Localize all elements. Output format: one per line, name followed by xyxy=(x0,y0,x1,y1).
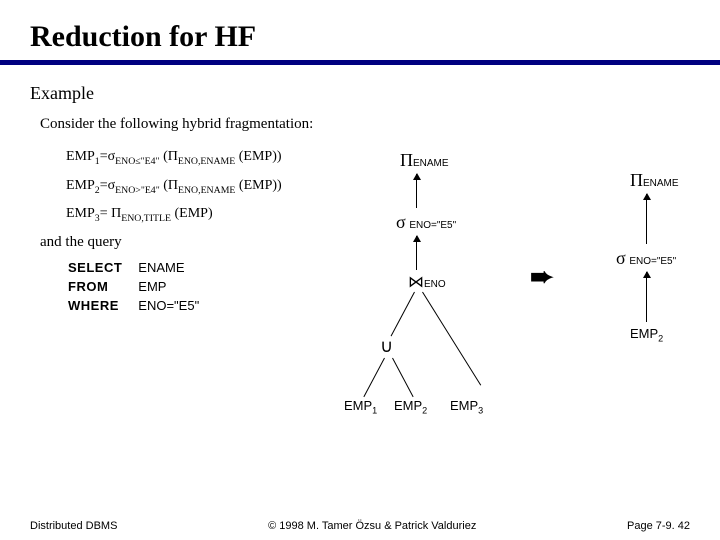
query-from-row: FROM EMP xyxy=(68,278,213,295)
emp1-label: EMP xyxy=(344,398,372,413)
example-label: Example xyxy=(30,83,690,104)
leaf-emp1: EMP1 xyxy=(344,398,377,416)
pi-symbol: Π xyxy=(400,150,413,170)
emp2-label: EMP xyxy=(394,398,422,413)
sigma-symbol: σ xyxy=(396,212,406,232)
tree-edge xyxy=(422,292,481,386)
footer-left: Distributed DBMS xyxy=(30,520,117,532)
emp1-sigma: =σ xyxy=(100,149,115,164)
emp2-projsub: ENO,ENAME xyxy=(178,184,235,195)
slide: Reduction for HF Example Consider the fo… xyxy=(0,0,720,540)
emp2-lhs: EMP xyxy=(66,178,95,193)
sigma-sub: ENO="E5" xyxy=(409,220,456,231)
from-keyword: FROM xyxy=(68,278,136,295)
title-underline xyxy=(0,60,720,65)
footer-center: © 1998 M. Tamer Özsu & Patrick Valduriez xyxy=(268,520,476,532)
where-value: ENO="E5" xyxy=(138,297,213,314)
result-emp-sub: 2 xyxy=(658,334,663,344)
emp1-projsub: ENO,ENAME xyxy=(178,156,235,167)
query-tree-diagram: ΠENAME σ ENO="E5" ⋈ENO ∪ EMP1 EMP2 EMP3 … xyxy=(350,150,710,460)
arrow-icon xyxy=(416,174,417,208)
emp2-pi: (Π xyxy=(163,178,178,193)
emp1-leaf-sub: 1 xyxy=(372,406,377,416)
left-pi-node: ΠENAME xyxy=(400,150,449,171)
where-keyword: WHERE xyxy=(68,297,136,314)
right-pi-node: ΠENAME xyxy=(630,170,679,191)
sigma-symbol-r: σ xyxy=(616,248,626,268)
emp3-lhs: EMP xyxy=(66,206,95,221)
select-value: ENAME xyxy=(138,259,213,276)
footer-right: Page 7-9. 42 xyxy=(627,520,690,532)
pi-symbol-r: Π xyxy=(630,170,643,190)
emp2-leaf-sub: 2 xyxy=(422,406,427,416)
arrow-icon xyxy=(646,194,647,244)
slide-title: Reduction for HF xyxy=(30,20,690,54)
leaf-emp2: EMP2 xyxy=(394,398,427,416)
emp1-cond: ENO≤"E4" xyxy=(115,156,159,167)
reduction-arrow-icon: ➨ xyxy=(530,260,553,293)
emp3-label: EMP xyxy=(450,398,478,413)
join-sub: ENO xyxy=(424,279,446,290)
tree-edge xyxy=(391,292,415,337)
emp2-cond: ENO>"E4" xyxy=(115,184,160,195)
select-keyword: SELECT xyxy=(68,259,136,276)
footer: Distributed DBMS © 1998 M. Tamer Özsu & … xyxy=(0,520,720,532)
query-select-row: SELECT ENAME xyxy=(68,259,213,276)
pi-sub-r: ENAME xyxy=(643,178,679,189)
left-sigma-node: σ ENO="E5" xyxy=(396,212,456,233)
emp2-sigma: =σ xyxy=(100,178,115,193)
emp2-tail: (EMP)) xyxy=(235,178,281,193)
emp1-pi: (Π xyxy=(163,149,178,164)
query-table: SELECT ENAME FROM EMP WHERE ENO="E5" xyxy=(66,257,215,316)
emp3-pi: = Π xyxy=(100,206,122,221)
emp1-tail: (EMP)) xyxy=(235,149,281,164)
arrow-icon xyxy=(646,272,647,322)
intro-text: Consider the following hybrid fragmentat… xyxy=(40,114,690,134)
union-node: ∪ xyxy=(380,336,393,357)
pi-sub: ENAME xyxy=(413,158,449,169)
emp1-lhs: EMP xyxy=(66,149,95,164)
join-node: ⋈ENO xyxy=(408,272,446,292)
leaf-emp3: EMP3 xyxy=(450,398,483,416)
from-value: EMP xyxy=(138,278,213,295)
tree-edge xyxy=(392,358,414,397)
emp3-leaf-sub: 3 xyxy=(478,406,483,416)
arrow-icon xyxy=(416,236,417,270)
sigma-sub-r: ENO="E5" xyxy=(629,256,676,267)
right-leaf-emp2: EMP2 xyxy=(630,326,663,344)
right-sigma-node: σ ENO="E5" xyxy=(616,248,676,269)
result-emp-label: EMP xyxy=(630,326,658,341)
query-where-row: WHERE ENO="E5" xyxy=(68,297,213,314)
tree-edge xyxy=(363,358,385,397)
emp3-tail: (EMP) xyxy=(171,206,213,221)
emp3-projsub: ENO,TITLE xyxy=(121,213,171,224)
